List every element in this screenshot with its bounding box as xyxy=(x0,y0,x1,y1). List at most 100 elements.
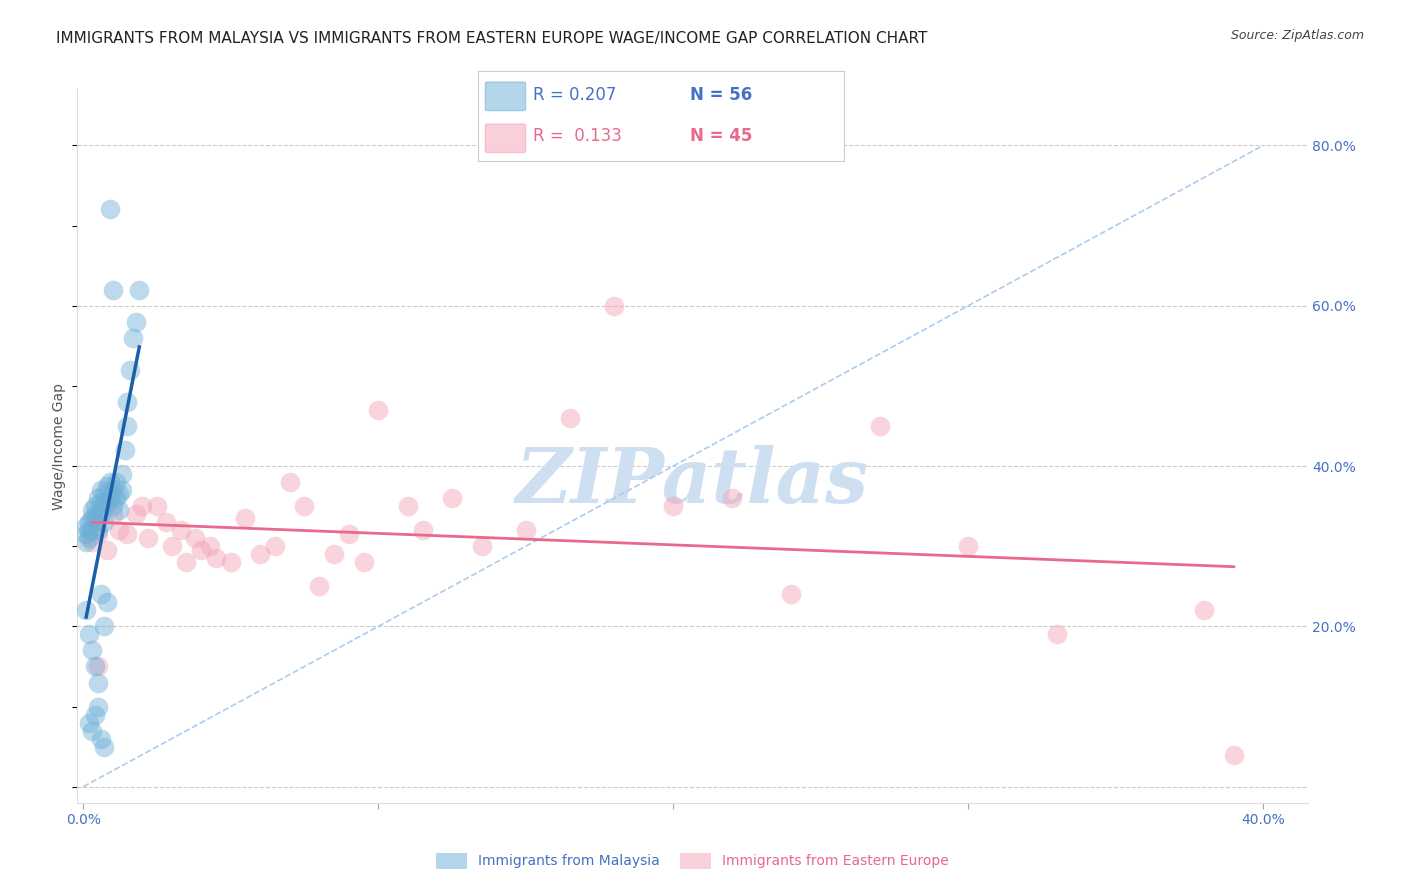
Point xyxy=(440,491,463,505)
Point xyxy=(294,499,316,513)
Point xyxy=(80,535,103,549)
Point xyxy=(104,491,127,505)
Y-axis label: Wage/Income Gap: Wage/Income Gap xyxy=(52,383,66,509)
Point xyxy=(396,499,419,513)
Point xyxy=(87,675,110,690)
Point xyxy=(117,395,139,409)
Point xyxy=(169,523,191,537)
Point xyxy=(93,739,115,754)
Point xyxy=(84,499,107,513)
Text: N = 45: N = 45 xyxy=(690,127,752,145)
Point xyxy=(249,547,271,561)
Point xyxy=(308,579,330,593)
Point xyxy=(235,511,257,525)
Point xyxy=(96,495,118,509)
Point xyxy=(87,699,110,714)
Point xyxy=(1223,747,1246,762)
Text: R =  0.133: R = 0.133 xyxy=(533,127,621,145)
Point xyxy=(75,535,97,549)
Point xyxy=(107,487,129,501)
Point xyxy=(96,479,118,493)
Point xyxy=(93,515,115,529)
Point xyxy=(80,643,103,657)
Point xyxy=(90,483,112,497)
Text: N = 56: N = 56 xyxy=(690,87,752,104)
Legend: Immigrants from Malaysia, Immigrants from Eastern Europe: Immigrants from Malaysia, Immigrants fro… xyxy=(430,847,955,874)
Point xyxy=(957,539,980,553)
Point xyxy=(90,731,112,746)
Point xyxy=(77,523,100,537)
Point xyxy=(117,419,139,434)
Point xyxy=(84,707,107,722)
Point xyxy=(337,527,360,541)
Point xyxy=(160,539,183,553)
Point xyxy=(101,283,124,297)
Point xyxy=(75,527,97,541)
Point xyxy=(90,507,112,521)
Point xyxy=(122,331,145,345)
Point xyxy=(117,527,139,541)
Point xyxy=(80,523,103,537)
Point xyxy=(101,507,124,521)
Point xyxy=(125,315,148,329)
Point xyxy=(101,499,124,513)
Point xyxy=(128,283,150,297)
Point xyxy=(107,523,129,537)
Point xyxy=(869,419,891,434)
Point xyxy=(155,515,177,529)
Point xyxy=(146,499,169,513)
Point xyxy=(77,515,100,529)
Point xyxy=(93,487,115,501)
Point xyxy=(87,523,110,537)
Point xyxy=(470,539,492,553)
Point xyxy=(110,483,132,497)
Point xyxy=(184,531,207,545)
Point xyxy=(662,499,685,513)
Point xyxy=(721,491,744,505)
FancyBboxPatch shape xyxy=(485,82,526,111)
Text: R = 0.207: R = 0.207 xyxy=(533,87,616,104)
Point xyxy=(104,475,127,489)
Point xyxy=(353,555,375,569)
Point xyxy=(110,467,132,481)
Point xyxy=(77,715,100,730)
Point xyxy=(84,507,107,521)
Point xyxy=(98,491,121,505)
Point xyxy=(87,527,110,541)
Point xyxy=(87,659,110,673)
Point xyxy=(93,619,115,633)
Point xyxy=(87,507,110,521)
Point xyxy=(80,723,103,738)
Point xyxy=(323,547,346,561)
FancyBboxPatch shape xyxy=(485,124,526,153)
Point xyxy=(1194,603,1216,617)
Text: IMMIGRANTS FROM MALAYSIA VS IMMIGRANTS FROM EASTERN EUROPE WAGE/INCOME GAP CORRE: IMMIGRANTS FROM MALAYSIA VS IMMIGRANTS F… xyxy=(56,31,928,46)
Point xyxy=(205,551,228,566)
Point xyxy=(176,555,198,569)
Point xyxy=(98,475,121,489)
Point xyxy=(96,543,118,558)
Text: ZIPatlas: ZIPatlas xyxy=(516,445,869,518)
Point xyxy=(412,523,434,537)
Point xyxy=(515,523,537,537)
Point xyxy=(120,363,142,377)
Point xyxy=(93,499,115,513)
Point xyxy=(80,511,103,525)
Point xyxy=(98,202,121,217)
Point xyxy=(190,543,212,558)
Point xyxy=(77,627,100,641)
Point xyxy=(84,659,107,673)
Point xyxy=(558,411,581,425)
Point xyxy=(75,519,97,533)
Point xyxy=(77,531,100,545)
Point xyxy=(278,475,301,489)
Point xyxy=(107,503,129,517)
Point xyxy=(1046,627,1069,641)
Point xyxy=(80,503,103,517)
Point xyxy=(96,595,118,609)
Point xyxy=(84,515,107,529)
Point xyxy=(219,555,242,569)
Point xyxy=(780,587,803,601)
Point xyxy=(114,442,136,457)
Point xyxy=(75,603,97,617)
